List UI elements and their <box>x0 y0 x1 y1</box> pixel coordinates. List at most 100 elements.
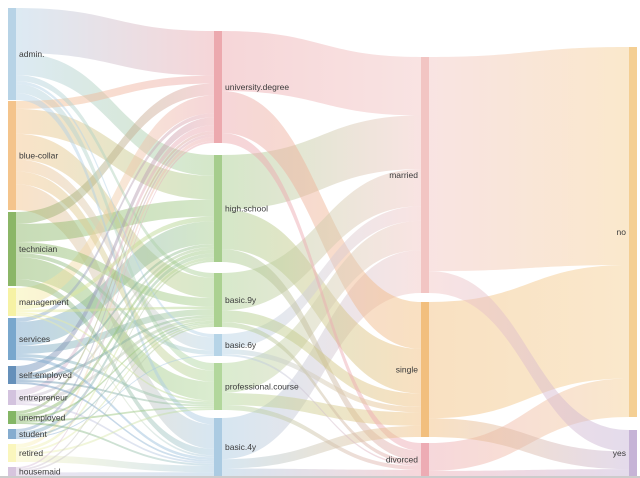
sankey-link-university-degree-to-divorced <box>222 133 421 451</box>
node-label-basic-6y: basic.6y <box>225 340 257 350</box>
node-label-technician: technician <box>19 244 58 254</box>
sankey-node-retired[interactable] <box>8 444 16 462</box>
sankey-node-student[interactable] <box>8 429 16 439</box>
sankey-link-entrepreneur-to-basic-9y <box>16 317 214 403</box>
sankey-node-technician[interactable] <box>8 212 16 286</box>
sankey-link-services-to-basic-4y <box>16 357 214 461</box>
sankey-link-university-degree-to-married <box>222 31 421 116</box>
sankey-link-self-employed-to-university-degree <box>16 117 214 374</box>
sankey-link-unemployed-to-professional-course <box>16 406 214 422</box>
sankey-link-unemployed-to-basic-9y <box>16 320 214 420</box>
node-label-blue-collar: blue-collar <box>19 151 58 161</box>
sankey-link-retired-to-basic-4y <box>16 455 214 473</box>
sankey-node-admin[interactable] <box>8 8 16 100</box>
sankey-node-basic-4y[interactable] <box>214 418 222 476</box>
sankey-link-basic-4y-to-single <box>222 425 421 469</box>
node-label-management: management <box>19 297 69 307</box>
sankey-link-retired-to-high-school <box>16 257 214 451</box>
sankey-link-professional-course-to-married <box>222 220 421 393</box>
sankey-link-unemployed-to-basic-4y <box>16 422 214 466</box>
sankey-node-housemaid[interactable] <box>8 467 16 476</box>
sankey-link-single-to-yes <box>429 418 629 470</box>
sankey-node-basic-9y[interactable] <box>214 273 222 327</box>
node-label-basic-4y: basic.4y <box>225 442 257 452</box>
node-label-entrepreneur: entrepreneur <box>19 393 68 403</box>
node-label-retired: retired <box>19 448 43 458</box>
sankey-node-professional-course[interactable] <box>214 363 222 410</box>
sankey-node-unemployed[interactable] <box>8 411 16 424</box>
sankey-link-housemaid-to-high-school <box>16 260 214 471</box>
sankey-node-divorced[interactable] <box>421 443 429 476</box>
sankey-link-basic-9y-to-divorced <box>222 322 421 465</box>
sankey-link-unemployed-to-university-degree <box>16 131 214 414</box>
sankey-node-university-degree[interactable] <box>214 31 222 143</box>
sankey-node-single[interactable] <box>421 302 429 437</box>
node-label-student: student <box>19 429 48 439</box>
node-label-married: married <box>389 170 418 180</box>
sankey-link-admin-to-university-degree <box>16 8 214 76</box>
sankey-link-admin-to-basic-6y <box>16 81 214 338</box>
sankey-link-retired-to-university-degree <box>16 137 214 448</box>
sankey-link-management-to-basic-4y <box>16 314 214 458</box>
window-bottom-edge <box>0 476 640 478</box>
sankey-link-self-employed-to-high-school <box>16 244 214 377</box>
sankey-link-professional-course-to-divorced <box>222 405 421 470</box>
sankey-link-student-to-university-degree <box>16 134 214 432</box>
sankey-node-management[interactable] <box>8 288 16 316</box>
node-label-no: no <box>617 227 627 237</box>
node-label-divorced: divorced <box>386 455 418 465</box>
sankey-node-blue-collar[interactable] <box>8 101 16 210</box>
sankey-link-student-to-basic-6y <box>16 354 214 439</box>
sankey-link-housemaid-to-basic-9y <box>16 325 214 473</box>
node-label-admin: admin. <box>19 49 45 59</box>
node-label-services: services <box>19 334 50 344</box>
node-label-self-employed: self-employed <box>19 370 72 380</box>
sankey-link-basic-6y-to-single <box>222 349 421 413</box>
sankey-link-student-to-basic-9y <box>16 322 214 438</box>
node-label-housemaid: housemaid <box>19 467 61 477</box>
node-label-unemployed: unemployed <box>19 413 66 423</box>
sankey-link-basic-6y-to-married <box>222 206 421 349</box>
sankey-link-divorced-to-yes <box>429 469 629 476</box>
sankey-link-self-employed-to-basic-9y <box>16 315 214 380</box>
sankey-link-university-degree-to-single <box>222 91 421 349</box>
node-label-high-school: high.school <box>225 204 268 214</box>
sankey-link-housemaid-to-university-degree <box>16 141 214 469</box>
sankey-link-high-school-to-married <box>222 115 421 210</box>
sankey-link-basic-4y-to-divorced <box>222 468 421 476</box>
sankey-node-high-school[interactable] <box>214 155 222 262</box>
sankey-link-retired-to-professional-course <box>16 408 214 455</box>
node-label-yes: yes <box>613 448 626 458</box>
sankey-link-technician-to-basic-4y <box>16 279 214 456</box>
sankey-link-self-employed-to-professional-course <box>16 380 214 407</box>
node-label-professional-course: professional.course <box>225 382 299 392</box>
sankey-link-blue-collar-to-basic-4y <box>16 184 214 449</box>
sankey-link-management-to-university-degree <box>16 95 214 305</box>
sankey-link-management-to-professional-course <box>16 312 214 403</box>
sankey-link-services-to-university-degree <box>16 113 214 322</box>
sankey-node-yes[interactable] <box>629 430 637 476</box>
sankey-node-self-employed[interactable] <box>8 366 16 384</box>
node-label-single: single <box>396 365 418 375</box>
sankey-link-married-to-no <box>429 47 629 272</box>
sankey-link-student-to-high-school <box>16 253 214 436</box>
sankey-link-entrepreneur-to-high-school <box>16 246 214 399</box>
sankey-link-divorced-to-no <box>429 378 629 471</box>
sankey-node-no[interactable] <box>629 47 637 417</box>
sankey-node-services[interactable] <box>8 318 16 360</box>
sankey-link-unemployed-to-high-school <box>16 249 214 418</box>
sankey-link-blue-collar-to-basic-6y <box>16 159 214 351</box>
sankey-link-admin-to-professional-course <box>16 84 214 371</box>
sankey-link-technician-to-high-school <box>16 199 214 242</box>
sankey-link-entrepreneur-to-basic-4y <box>16 403 214 464</box>
sankey-node-married[interactable] <box>421 57 429 293</box>
sankey-link-basic-9y-to-single <box>222 310 421 407</box>
sankey-link-technician-to-basic-6y <box>16 253 214 355</box>
sankey-node-basic-6y[interactable] <box>214 334 222 356</box>
sankey-node-entrepreneur[interactable] <box>8 390 16 405</box>
node-label-basic-9y: basic.9y <box>225 295 257 305</box>
sankey-link-management-to-high-school <box>16 216 214 310</box>
sankey-link-basic-6y-to-divorced <box>222 354 421 467</box>
